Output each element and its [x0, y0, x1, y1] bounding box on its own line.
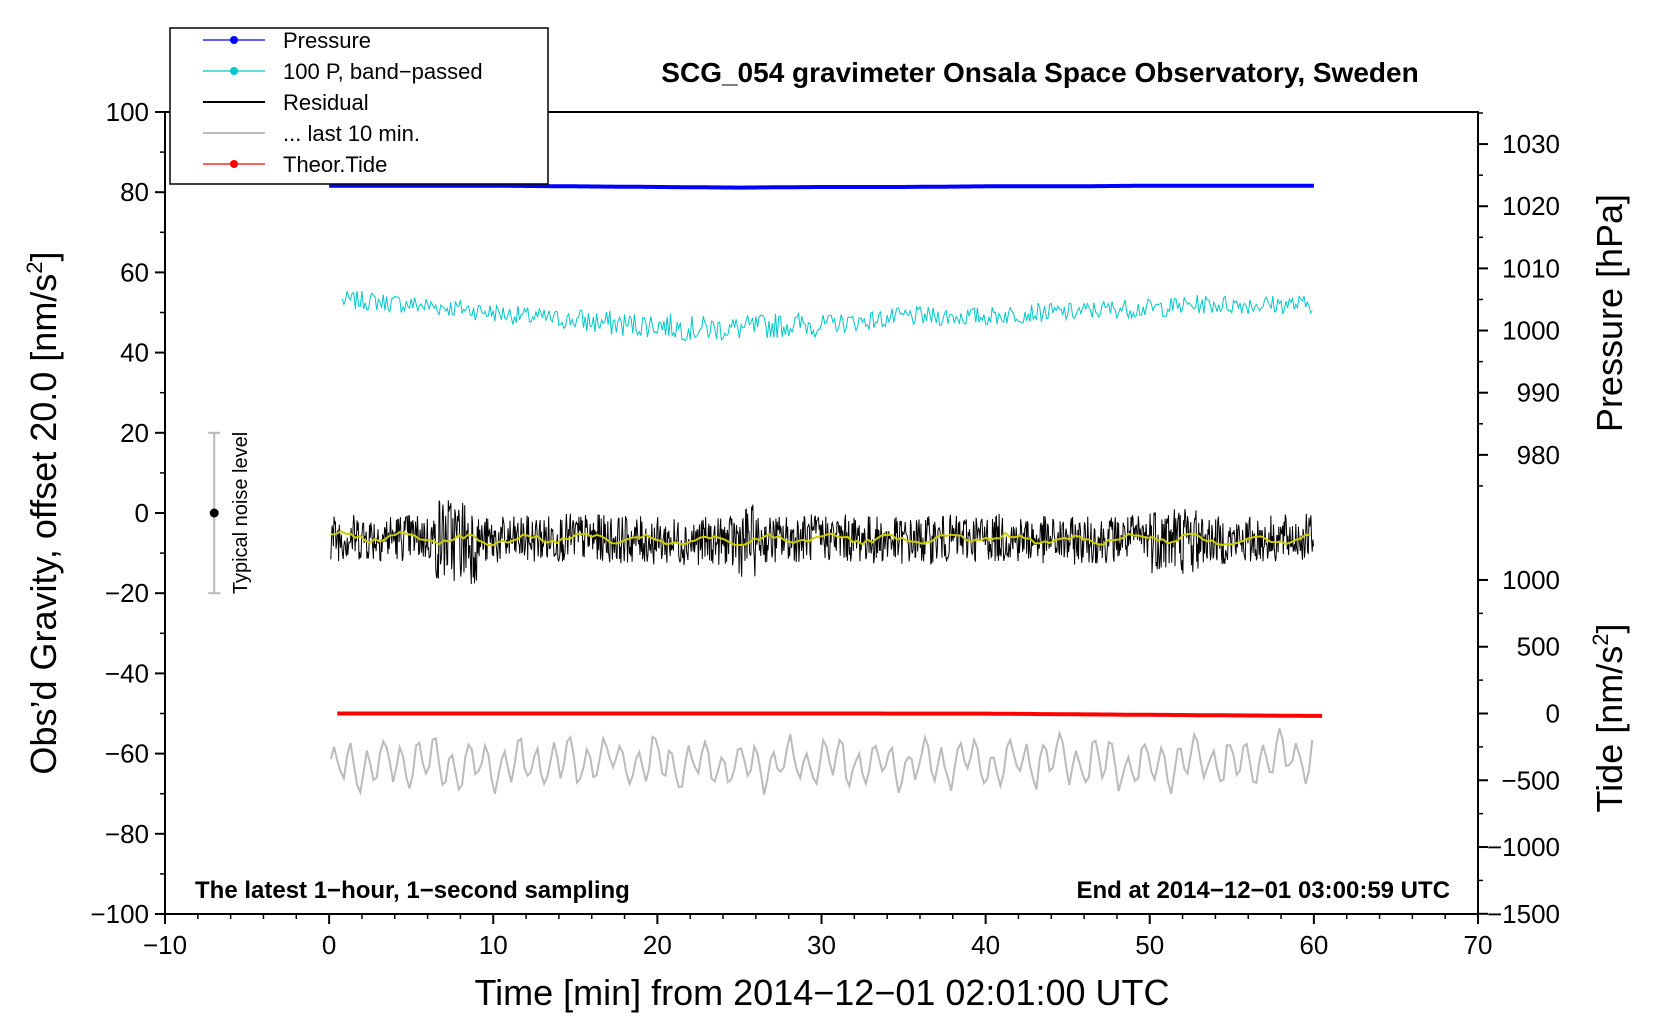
end-time-note: End at 2014−12−01 03:00:59 UTC [1076, 877, 1450, 904]
series-residual-line [330, 500, 1314, 585]
pressure-tick-label: 1010 [1502, 253, 1560, 283]
y-axis-left-label: Obs’d Gravity, offset 20.0 [nm/s2] [22, 251, 64, 774]
legend: Pressure 100 P, band−passed Residual ... la… [169, 27, 549, 185]
y-tick-label: 40 [120, 338, 149, 368]
pressure-tick-label: 1020 [1502, 191, 1560, 221]
series-last10min-line [329, 728, 1314, 797]
tide-tick-label: 500 [1517, 632, 1560, 662]
legend-label: Theor.Tide [283, 152, 387, 177]
series-residual-smoothed-line [330, 530, 1311, 547]
legend-swatch-marker [230, 67, 238, 75]
x-tick-label: 30 [807, 930, 836, 960]
pressure-axis-ticks: 1030 1020 1010 1000 990 980 [1478, 112, 1560, 487]
x-tick-label: 0 [322, 930, 336, 960]
x-axis-label: Time [min] from 2014−12−01 02:01:00 UTC [474, 972, 1169, 1013]
x-tick-label: 70 [1464, 930, 1493, 960]
y-tick-label: −20 [105, 578, 149, 608]
legend-items: Pressure 100 P, band−passed Residual ... la… [203, 28, 483, 177]
y-tick-label: 0 [135, 498, 149, 528]
pressure-tick-label: 990 [1517, 378, 1560, 408]
y-axis-pressure-label: Pressure [hPa] [1589, 194, 1630, 432]
y-tick-label: −40 [105, 658, 149, 688]
y-tick-label: 80 [120, 177, 149, 207]
y-tick-label: 100 [106, 97, 149, 127]
x-tick-label: 20 [643, 930, 672, 960]
pressure-tick-label: 980 [1517, 440, 1560, 470]
pressure-tick-label: 1030 [1502, 129, 1560, 159]
tide-axis-ticks: 1000 500 0 −500 −1000 −1500 [1478, 565, 1560, 929]
tide-tick-label: 1000 [1502, 565, 1560, 595]
y-tick-label: −100 [90, 899, 149, 929]
chart-title: SCG_054 gravimeter Onsala Space Observat… [661, 57, 1418, 88]
series-tide-line [337, 711, 1323, 718]
legend-swatch-marker [230, 160, 238, 168]
left-axis-ticks: 100 80 60 40 20 0 −20 −40 −60 −80 −100 [90, 97, 165, 929]
series-bandpassed-line [341, 290, 1313, 342]
tide-tick-label: −500 [1501, 765, 1560, 795]
x-tick-label: 50 [1135, 930, 1164, 960]
plot-frame [164, 111, 1479, 915]
tide-tick-label: 0 [1546, 699, 1560, 729]
y-tick-label: 20 [120, 418, 149, 448]
series-layer [329, 183, 1323, 797]
x-tick-label: −10 [143, 930, 187, 960]
legend-label: 100 P, band−passed [283, 59, 483, 84]
y-tick-label: −80 [105, 819, 149, 849]
noise-label: Typical noise level [230, 432, 252, 594]
noise-center-dot [209, 508, 219, 518]
series-pressure-line [329, 183, 1314, 190]
legend-label: Residual [283, 90, 369, 115]
tide-tick-label: −1000 [1487, 832, 1560, 862]
pressure-tick-label: 1000 [1502, 316, 1560, 346]
sampling-note: The latest 1−hour, 1−second sampling [195, 877, 630, 904]
tide-tick-label: −1500 [1487, 899, 1560, 929]
x-tick-label: 40 [971, 930, 1000, 960]
noise-level-marker: Typical noise level [208, 431, 252, 595]
y-tick-label: −60 [105, 739, 149, 769]
legend-swatch-marker [230, 36, 238, 44]
y-axis-tide-label: Tide [nm/s2] [1588, 624, 1630, 813]
x-tick-label: 60 [1299, 930, 1328, 960]
legend-label: Pressure [283, 28, 371, 53]
legend-label: ... last 10 min. [283, 121, 420, 146]
legend-box [169, 27, 549, 185]
y-tick-label: 60 [120, 257, 149, 287]
bottom-axis-ticks: −10 0 10 20 30 40 50 60 70 [143, 914, 1493, 960]
x-tick-label: 10 [479, 930, 508, 960]
